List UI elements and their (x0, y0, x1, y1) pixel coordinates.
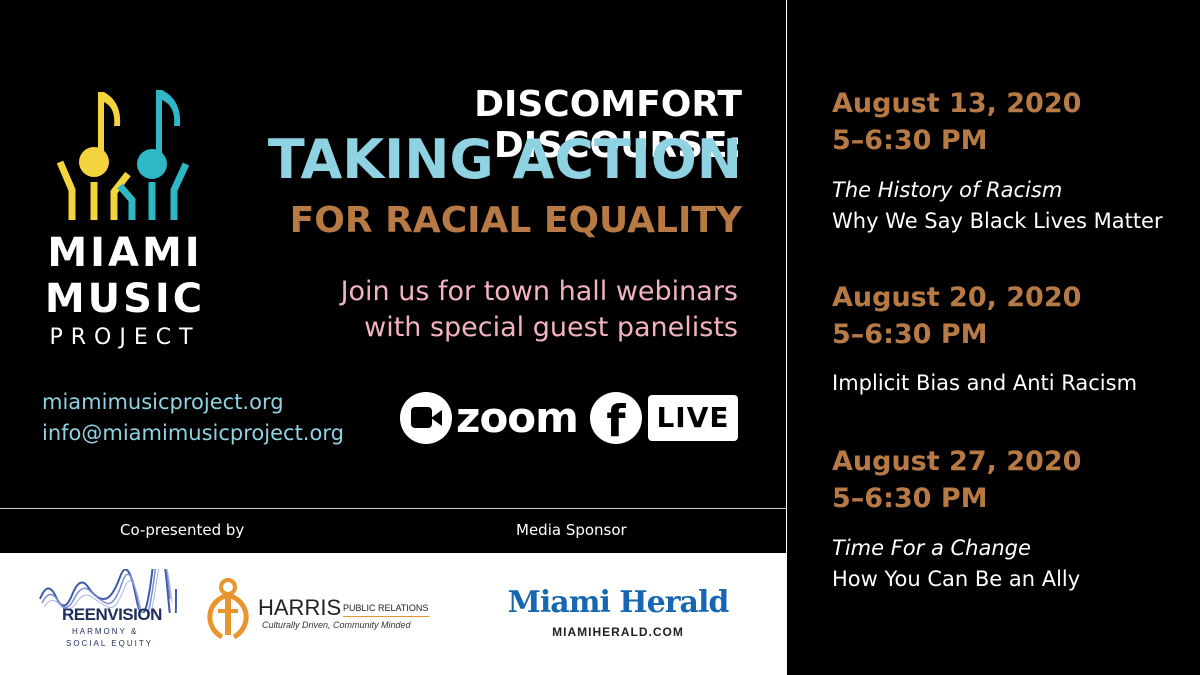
logo-word-project: PROJECT (49, 325, 201, 350)
reenvision-sub1: HARMONY & (72, 627, 139, 636)
horizontal-divider (0, 508, 786, 509)
tagline-line-2: with special guest panelists (364, 312, 738, 343)
zoom-camera-icon (400, 392, 452, 444)
miami-herald-logo: Miami Herald MIAMIHERALD.COM (505, 585, 745, 645)
harris-pr-logo: HARRIS PUBLIC RELATIONS Culturally Drive… (200, 577, 440, 647)
live-badge: LIVE (648, 395, 738, 441)
reenvision-sub2: SOCIAL EQUITY (66, 639, 154, 648)
facebook-live-logo: f LIVE (590, 392, 740, 447)
harris-rule (343, 616, 429, 617)
session-3-time: 5–6:30 PM (832, 483, 988, 514)
harris-name: HARRIS (258, 595, 342, 620)
session-1-subtitle: Why We Say Black Lives Matter (832, 209, 1163, 233)
session-3-date: August 27, 2020 (832, 446, 1082, 477)
title-line-2: TAKING ACTION (267, 128, 742, 191)
session-2-time: 5–6:30 PM (832, 319, 988, 350)
music-notes-figures-icon (56, 90, 190, 220)
miami-herald-wordmark: Miami Herald (507, 585, 730, 620)
session-1-time: 5–6:30 PM (832, 125, 988, 156)
logo-word-music: MUSIC (44, 276, 206, 322)
vertical-divider (786, 0, 787, 675)
session-3-subtitle: How You Can Be an Ally (832, 567, 1081, 591)
sound-wave-icon (39, 569, 177, 613)
copresented-label: Co-presented by (120, 521, 245, 539)
zoom-wordmark: zoom (456, 393, 579, 442)
session-1-date: August 13, 2020 (832, 88, 1082, 119)
facebook-icon: f (590, 392, 642, 447)
tagline-line-1: Join us for town hall webinars (340, 276, 738, 307)
session-3-title: Time For a Change (832, 536, 1031, 560)
reenvision-logo: REENVISION HARMONY & SOCIAL EQUITY (38, 569, 178, 659)
title-line-3: FOR RACIAL EQUALITY (289, 200, 742, 241)
logo-word-miami: MIAMI (47, 230, 203, 276)
harris-type: PUBLIC RELATIONS (343, 603, 429, 613)
reenvision-name: REENVISION (62, 605, 162, 624)
title-line-1: DISCOMFORT DISCOURSE: (474, 84, 742, 166)
harris-emblem-icon (207, 578, 249, 640)
sponsor-band: REENVISION HARMONY & SOCIAL EQUITY HARRI… (0, 553, 786, 675)
email-link[interactable]: info@miamimusicproject.org (42, 421, 344, 445)
zoom-logo: zoom (400, 392, 579, 444)
session-2-date: August 20, 2020 (832, 282, 1082, 313)
miami-music-project-logo: MIAMI MUSIC PROJECT (40, 82, 210, 352)
session-1-title: The History of Racism (832, 178, 1063, 202)
media-sponsor-label: Media Sponsor (516, 521, 627, 539)
miami-herald-url[interactable]: MIAMIHERALD.COM (552, 625, 684, 639)
website-link[interactable]: miamimusicproject.org (42, 390, 284, 414)
session-2-subtitle: Implicit Bias and Anti Racism (832, 371, 1138, 395)
harris-slogan: Culturally Driven, Community Minded (262, 620, 411, 630)
